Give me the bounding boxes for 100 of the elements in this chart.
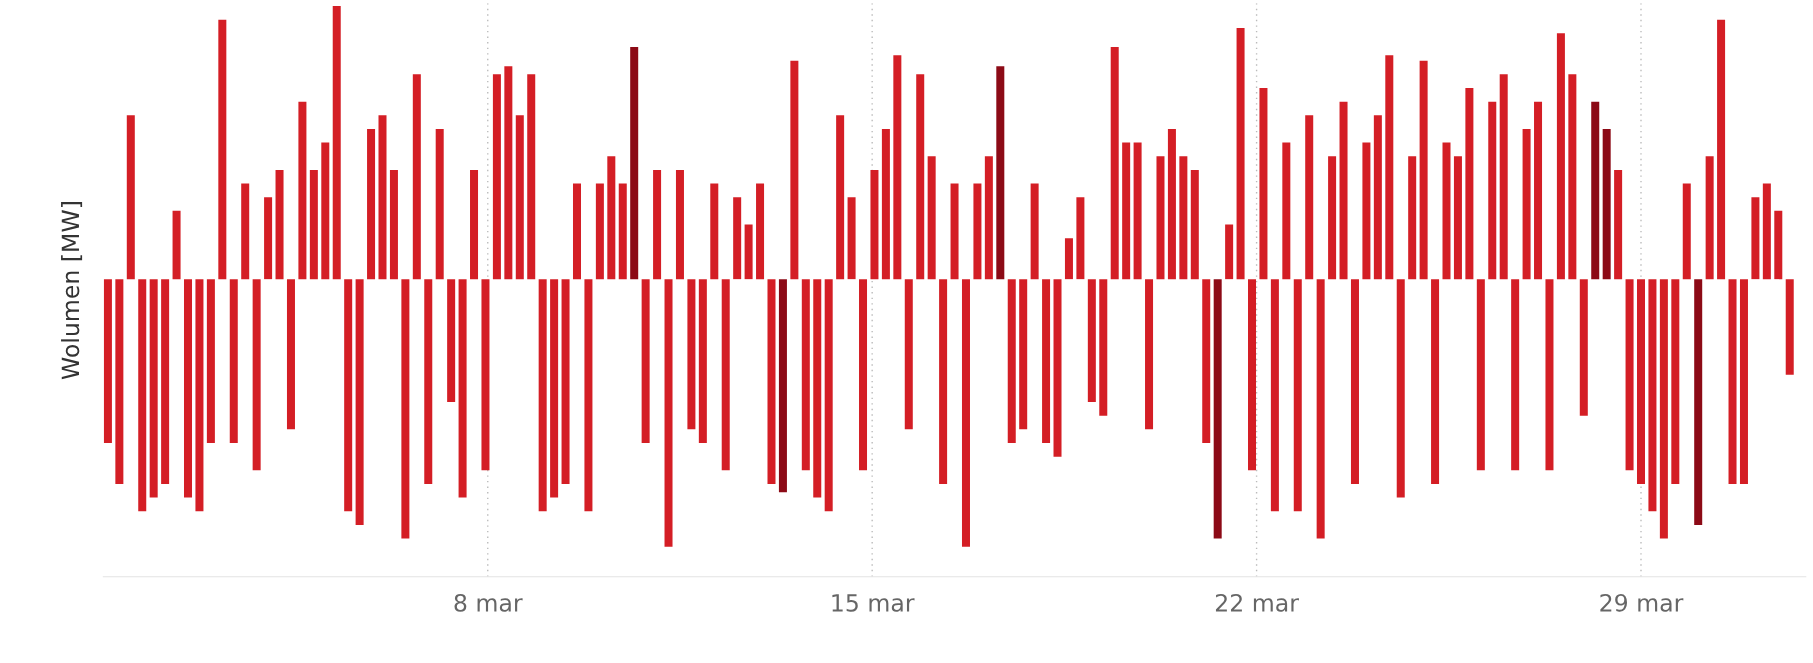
bar bbox=[1408, 156, 1417, 280]
bar bbox=[950, 183, 959, 280]
bar bbox=[767, 279, 776, 484]
bar bbox=[927, 156, 936, 280]
bar bbox=[538, 279, 547, 512]
bar bbox=[939, 279, 948, 484]
bar bbox=[1145, 279, 1154, 430]
bar bbox=[1717, 19, 1726, 280]
bar bbox=[1167, 128, 1176, 280]
bar bbox=[515, 115, 524, 280]
bar bbox=[1728, 279, 1737, 484]
bar bbox=[698, 279, 707, 443]
bar bbox=[1499, 74, 1508, 280]
bar bbox=[470, 169, 479, 280]
bar bbox=[298, 101, 307, 280]
bar bbox=[664, 279, 673, 547]
bar bbox=[492, 74, 501, 280]
bar bbox=[961, 279, 970, 547]
bar bbox=[595, 183, 604, 280]
bar bbox=[149, 279, 158, 498]
bar bbox=[847, 197, 856, 280]
bar bbox=[904, 279, 913, 430]
bar bbox=[206, 279, 215, 443]
bar bbox=[710, 183, 719, 280]
bar bbox=[1694, 279, 1703, 525]
bar bbox=[401, 279, 410, 539]
bar bbox=[1179, 156, 1188, 280]
bar bbox=[756, 183, 765, 280]
bar bbox=[195, 279, 204, 512]
bar bbox=[1568, 74, 1577, 280]
bar bbox=[1511, 279, 1520, 471]
bar bbox=[138, 279, 147, 512]
bar bbox=[859, 279, 868, 471]
bar bbox=[1076, 197, 1085, 280]
bar bbox=[572, 183, 581, 280]
bar bbox=[115, 279, 124, 484]
bar bbox=[378, 115, 387, 280]
bar bbox=[1053, 279, 1062, 457]
bar bbox=[103, 279, 112, 443]
bar bbox=[1350, 279, 1359, 484]
bar bbox=[1431, 279, 1440, 484]
bar bbox=[1453, 156, 1462, 280]
bar bbox=[916, 74, 925, 280]
bar bbox=[1545, 279, 1554, 471]
bar bbox=[881, 128, 890, 280]
y-axis-title: Wolumen [MW] bbox=[61, 202, 83, 380]
bar bbox=[1190, 169, 1199, 280]
bar bbox=[607, 156, 616, 280]
bar bbox=[1659, 279, 1668, 539]
bar bbox=[973, 183, 982, 280]
bar bbox=[584, 279, 593, 512]
bar bbox=[1202, 279, 1211, 443]
bar bbox=[630, 47, 639, 280]
bar bbox=[481, 279, 490, 471]
bar bbox=[1465, 87, 1474, 280]
x-tick-label: 22 mar bbox=[1215, 593, 1299, 612]
bar bbox=[733, 197, 742, 280]
bar bbox=[1339, 101, 1348, 280]
bar bbox=[1762, 183, 1771, 280]
bar bbox=[1259, 87, 1268, 280]
bar bbox=[1213, 279, 1222, 539]
bar bbox=[309, 169, 318, 280]
bar bbox=[1774, 210, 1783, 280]
bar bbox=[229, 279, 238, 443]
bar bbox=[1682, 183, 1691, 280]
bar bbox=[1625, 279, 1634, 471]
bar bbox=[275, 169, 284, 280]
bar bbox=[435, 128, 444, 280]
bar bbox=[172, 210, 181, 280]
bar bbox=[367, 128, 376, 280]
bar bbox=[1739, 279, 1748, 484]
bar bbox=[1534, 101, 1543, 280]
bar bbox=[1087, 279, 1096, 403]
bar bbox=[1522, 128, 1531, 280]
bar bbox=[893, 55, 902, 280]
bar bbox=[1556, 33, 1565, 280]
bar bbox=[1042, 279, 1051, 443]
bar bbox=[161, 279, 170, 484]
bar bbox=[1328, 156, 1337, 280]
x-tick-label: 8 mar bbox=[454, 593, 523, 612]
bar bbox=[1648, 279, 1657, 512]
bar bbox=[218, 19, 227, 280]
bar bbox=[744, 224, 753, 280]
bar bbox=[332, 6, 341, 280]
bar bbox=[836, 115, 845, 280]
bar bbox=[1270, 279, 1279, 512]
bar bbox=[1396, 279, 1405, 498]
bar bbox=[1385, 55, 1394, 280]
bar bbox=[1476, 279, 1485, 471]
bar bbox=[126, 115, 135, 280]
bar bbox=[1110, 47, 1119, 280]
bar bbox=[561, 279, 570, 484]
bar bbox=[1591, 101, 1600, 280]
bar bbox=[1282, 142, 1291, 280]
bar bbox=[790, 60, 799, 280]
bar bbox=[1305, 115, 1314, 280]
bar bbox=[1007, 279, 1016, 443]
bar bbox=[1099, 279, 1108, 416]
bar bbox=[618, 183, 627, 280]
bar bbox=[504, 66, 513, 280]
